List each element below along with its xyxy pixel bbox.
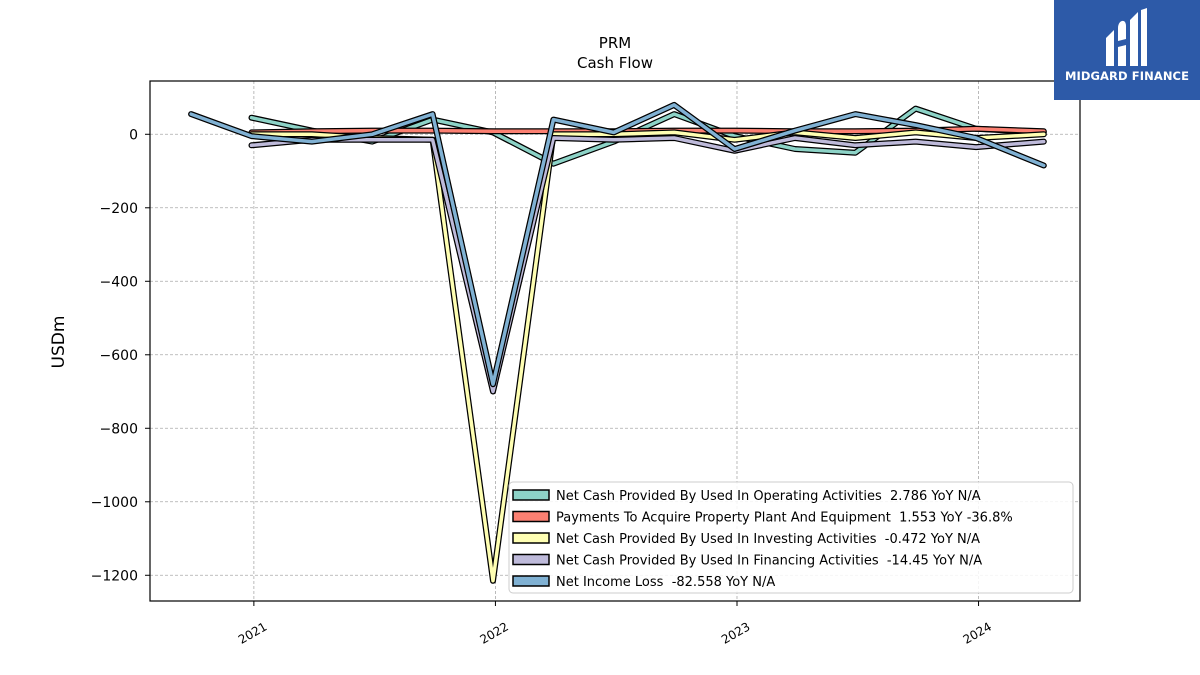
legend-swatch <box>512 532 550 544</box>
legend-label: Net Income Loss -82.558 YoY N/A <box>556 575 775 590</box>
y-tick-label: −600 <box>100 348 138 364</box>
legend-label: Payments To Acquire Property Plant And E… <box>556 511 1013 526</box>
legend-label: Net Cash Provided By Used In Operating A… <box>556 489 981 504</box>
logo-mark-icon <box>1106 8 1147 66</box>
y-tick-label: −400 <box>100 274 138 290</box>
y-tick-label: −1000 <box>91 495 138 511</box>
series-outline <box>248 135 1047 395</box>
x-tick-label: 2021 <box>236 619 269 646</box>
midgard-finance-logo: MIDGARD FINANCE <box>1054 0 1200 100</box>
logo-text: MIDGARD FINANCE <box>1064 69 1190 83</box>
series-layer <box>188 101 1047 584</box>
series-line <box>189 103 1046 386</box>
legend-box <box>508 481 1074 594</box>
legend-swatch <box>512 510 550 523</box>
plot-frame <box>149 80 1081 602</box>
legend-swatch <box>512 553 550 566</box>
y-tick-label: −1200 <box>91 568 138 584</box>
legend-swatch <box>512 489 550 501</box>
legend-swatch <box>512 575 550 587</box>
series-line <box>249 136 1046 394</box>
chart-subtitle: Cash Flow <box>577 54 653 72</box>
x-tick-label: 2023 <box>719 619 752 646</box>
series-outline <box>188 101 1047 388</box>
y-tick-label: 0 <box>129 127 138 143</box>
x-tick-label: 2024 <box>961 619 994 646</box>
legend: Net Cash Provided By Used In Operating A… <box>508 481 1074 594</box>
y-tick-label: −800 <box>100 421 138 437</box>
x-tick-label: 2022 <box>477 619 510 646</box>
y-tick-label: −200 <box>100 201 138 217</box>
y-axis-label: USDm <box>49 316 69 369</box>
chart-title: PRM <box>599 34 631 52</box>
legend-label: Net Cash Provided By Used In Financing A… <box>556 554 982 569</box>
legend-label: Net Cash Provided By Used In Investing A… <box>556 532 980 547</box>
axis-ticks: 0 −200 −400 −600 −800 −1000 −1200 2021 2022 2023 2… <box>91 127 994 647</box>
